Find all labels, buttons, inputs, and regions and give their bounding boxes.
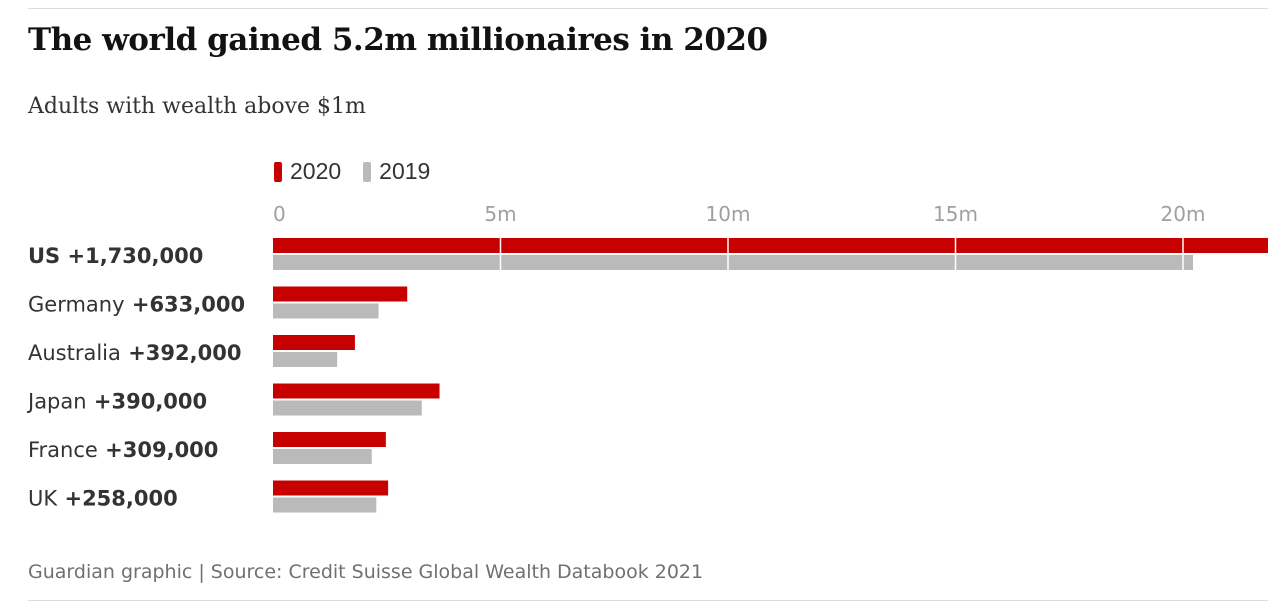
bar-2019-uk	[273, 497, 377, 513]
legend-item-2020: 2020	[274, 158, 341, 185]
bar-2019-japan	[273, 400, 422, 416]
bar-2020-us	[273, 238, 1268, 253]
bar-2020-france	[273, 432, 386, 447]
category-label-france: France +309,000	[28, 438, 218, 462]
bar-2020-australia	[273, 335, 355, 350]
source-note: Guardian graphic | Source: Credit Suisse…	[28, 561, 704, 583]
bar-2020-uk	[273, 480, 389, 496]
legend-swatch-2020	[274, 161, 282, 182]
category-name: Australia	[28, 341, 121, 365]
category-name: UK	[28, 487, 58, 511]
category-change-value: +258,000	[57, 487, 178, 511]
top-rule	[28, 8, 1268, 9]
legend-label-2019: 2019	[379, 158, 431, 184]
category-name: US	[28, 244, 60, 268]
x-tick-label: 15m	[933, 202, 978, 226]
bar-2019-germany	[273, 303, 379, 319]
category-change-value: +309,000	[98, 438, 219, 462]
category-label-germany: Germany +633,000	[28, 293, 245, 317]
bar-2020-germany	[273, 286, 408, 302]
x-tick-label: 0	[273, 202, 286, 226]
bar-2019-france	[273, 449, 372, 464]
chart-title: The world gained 5.2m millionaires in 20…	[28, 22, 768, 58]
category-label-australia: Australia +392,000	[28, 341, 241, 365]
bar-2020-japan	[273, 383, 440, 399]
category-label-uk: UK +258,000	[28, 487, 178, 511]
legend-swatch-2019	[363, 161, 372, 182]
x-tick-label: 20m	[1161, 202, 1206, 226]
bottom-rule	[28, 600, 1268, 601]
chart-subtitle: Adults with wealth above $1m	[28, 94, 366, 119]
x-tick-label: 10m	[706, 202, 751, 226]
category-change-value: +633,000	[125, 293, 246, 317]
category-change-value: +392,000	[121, 341, 242, 365]
category-name: France	[28, 438, 98, 462]
category-label-japan: Japan +390,000	[26, 390, 207, 414]
category-change-value: +1,730,000	[60, 244, 203, 268]
category-name: Germany	[28, 293, 125, 317]
category-label-us: US +1,730,000	[28, 244, 203, 268]
bar-2019-us	[273, 255, 1194, 270]
legend-label-2020: 2020	[290, 158, 342, 184]
bar-2019-australia	[273, 352, 338, 367]
chart-legend: 2020 2019	[274, 158, 452, 185]
category-change-value: +390,000	[87, 390, 208, 414]
category-name: Japan	[26, 390, 87, 414]
legend-item-2019: 2019	[363, 158, 430, 185]
x-tick-label: 5m	[484, 202, 516, 226]
